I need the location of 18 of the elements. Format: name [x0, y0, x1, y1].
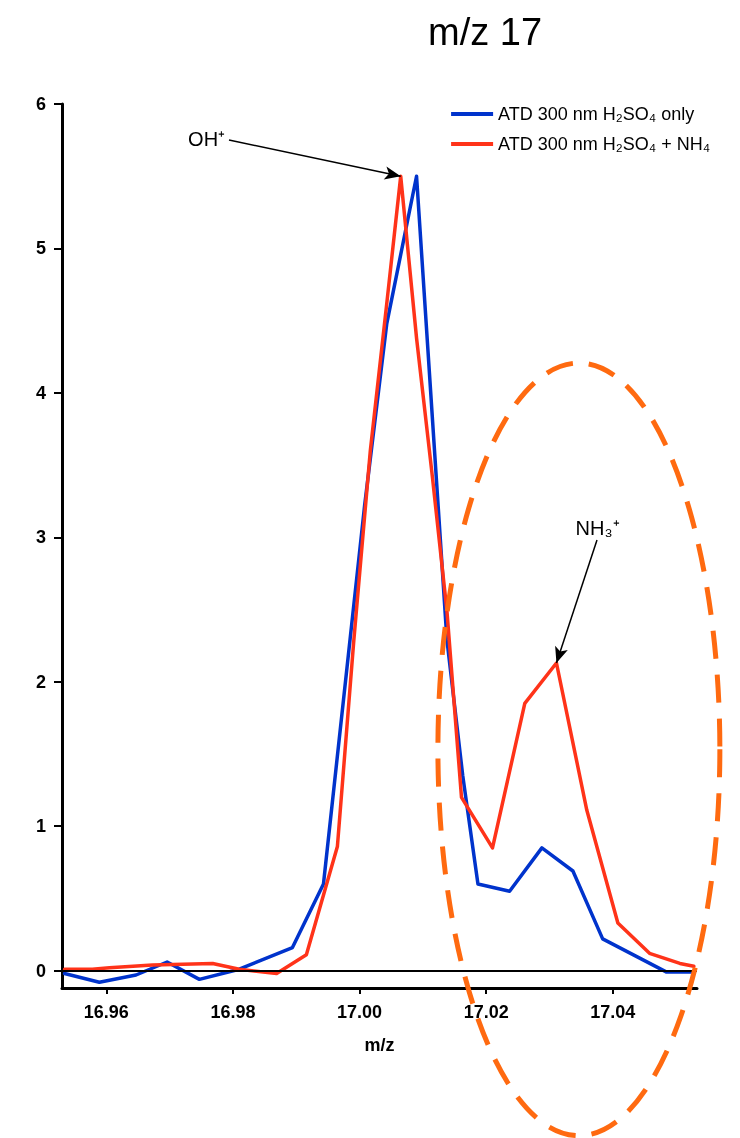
annotation: OH⁺ — [188, 128, 226, 151]
annotation: NH₃⁺ — [575, 517, 620, 540]
y-tick-label: 6 — [35, 94, 46, 114]
y-tick-label: 1 — [35, 816, 46, 837]
x-axis-title: m/z — [364, 1035, 395, 1055]
y-tick-label: 5 — [35, 238, 46, 259]
y-tick-label: 4 — [35, 382, 46, 403]
y-tick-label: 0 — [35, 960, 46, 981]
y-tick-label: 3 — [35, 527, 46, 548]
x-tick-label: 16.96 — [83, 1002, 129, 1022]
x-tick-label: 17.02 — [463, 1002, 509, 1022]
legend-label: ATD 300 nm H₂SO₄ + NH₄ — [498, 134, 710, 154]
x-tick-label: 16.98 — [210, 1002, 256, 1022]
x-tick-label: 17.04 — [590, 1002, 636, 1022]
legend-label: ATD 300 nm H₂SO₄ only — [498, 104, 695, 124]
y-tick-label: 2 — [35, 671, 46, 692]
chart-title: m/z 17 — [427, 11, 543, 53]
x-tick-label: 17.00 — [337, 1002, 383, 1022]
